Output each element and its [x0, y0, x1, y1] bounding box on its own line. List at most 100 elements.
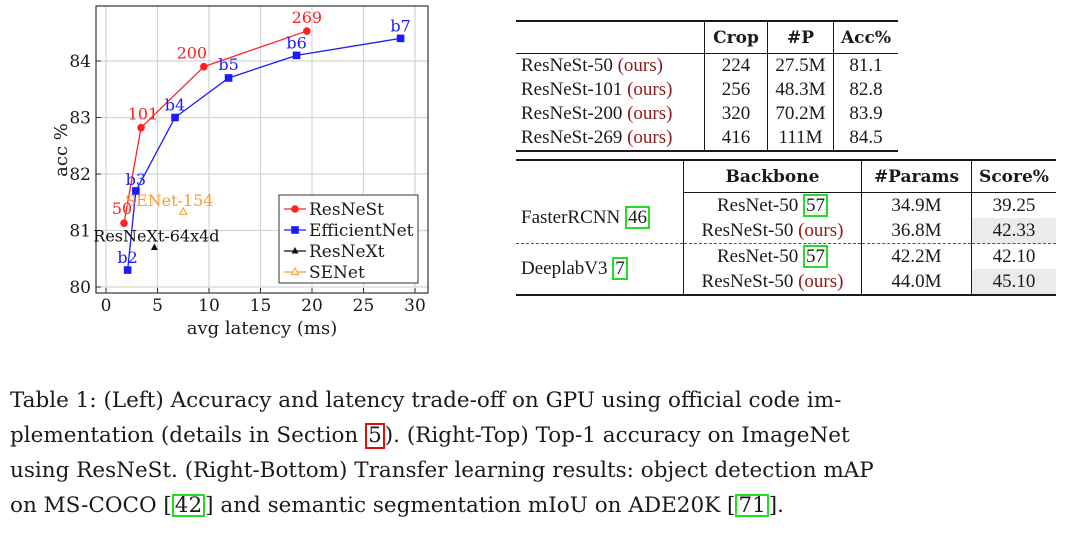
table-row: DeeplabV3 7 ResNet-50 57 42.2M 42.10 [516, 243, 1056, 295]
score-value: 39.25 [992, 194, 1036, 216]
header-backbone: Backbone [683, 160, 862, 193]
params-value: 27.5M [767, 53, 834, 78]
header-params: #Params [861, 160, 972, 193]
acc-value: 84.5 [849, 127, 883, 148]
header-score: Score% [971, 160, 1056, 193]
method-name: DeeplabV3 7 [516, 243, 684, 295]
citation-link[interactable]: 57 [803, 244, 828, 268]
data-point-label: b6 [286, 33, 306, 52]
data-point-label: 50 [112, 199, 132, 218]
legend-label: SENet [309, 263, 365, 283]
backbone-name: ResNeSt-50 (ours) [683, 218, 862, 244]
accuracy-latency-chart: 0 5 10 15 20 25 30 80 81 82 83 84 avg latency (ms)… [0, 0, 440, 350]
citation-link[interactable]: 57 [803, 193, 828, 217]
params-value: 44.0M [861, 269, 972, 295]
data-point-label: ResNeXt-64x4d [93, 226, 219, 245]
y-axis-ticks: 80 81 82 83 84 [69, 52, 101, 298]
x-axis-ticks: 0 5 10 15 20 25 30 [101, 288, 426, 316]
params-value: 36.8M [861, 218, 972, 244]
data-point-label: 269 [292, 8, 323, 27]
score-value: 42.33 [971, 218, 1056, 244]
x-tick-label: 15 [250, 296, 272, 316]
caption-line-2: plementation (details in Section 5). (Ri… [10, 423, 850, 449]
ours-label: (ours) [627, 79, 673, 100]
score-value: 42.10 [971, 243, 1056, 269]
table-row: ResNeSt-50 (ours) 224 27.5M 81.1 [516, 53, 898, 78]
params-value: 48.3M [767, 78, 834, 102]
chart-series: 50 101 200 269 b2 b3 b4 b5 b6 b7 ResNeXt-64x4d SENe… [93, 8, 411, 274]
legend-item: ResNeXt [284, 242, 385, 262]
data-point-label: b5 [218, 55, 238, 74]
y-axis-label: acc % [51, 123, 72, 177]
model-name: ResNeSt-269 (ours) [516, 126, 705, 151]
plot-frame [95, 5, 429, 294]
ours-label: (ours) [798, 270, 844, 292]
x-tick-label: 10 [198, 296, 220, 316]
y-tick-label: 84 [69, 52, 91, 72]
backbone-name: ResNet-50 57 [683, 192, 862, 218]
x-tick-label: 25 [353, 296, 375, 316]
x-axis-label: avg latency (ms) [187, 318, 337, 339]
header-params: #P [767, 21, 834, 54]
params-value: 111M [767, 126, 834, 151]
y-tick-label: 80 [69, 278, 91, 298]
model-name: ResNeSt-101 (ours) [516, 78, 705, 102]
params-value: 42.2M [861, 243, 972, 269]
series-resnest: 50 101 200 269 [112, 8, 322, 227]
crop-value: 416 [704, 126, 768, 151]
header-method [516, 160, 684, 193]
legend-item: SENet [284, 263, 365, 283]
data-point-label: SENet-154 [125, 191, 213, 210]
header-acc: Acc% [833, 21, 898, 54]
data-point-label: b7 [390, 16, 410, 35]
y-tick-label: 83 [69, 109, 91, 129]
legend-label: EfficientNet [309, 221, 414, 241]
table-row: ResNeSt-269 (ours) 416 111M 84.5 [516, 126, 898, 151]
ours-label: (ours) [627, 103, 673, 124]
data-point-label: b4 [165, 96, 185, 115]
caption-line-1: Table 1: (Left) Accuracy and latency tra… [10, 388, 842, 413]
data-point-label: b3 [126, 170, 146, 189]
table-row: ResNeSt-50 (ours) 44.0M 45.10 [516, 269, 1056, 295]
series-senet: SENet-154 [125, 191, 213, 215]
x-tick-label: 20 [301, 296, 323, 316]
model-name: ResNeSt-50 (ours) [516, 53, 705, 78]
table-caption: Table 1: (Left) Accuracy and latency tra… [10, 383, 1070, 523]
header-crop: Crop [704, 21, 768, 54]
method-name: FasterRCNN 46 [516, 192, 684, 244]
transfer-learning-table: Backbone #Params Score% FasterRCNN 46 Res… [516, 159, 1056, 296]
imagenet-accuracy-table: Crop #P Acc% ResNeSt-50 (ours) 224 27.5M 81… [516, 20, 898, 152]
acc-value: 81.1 [849, 55, 883, 76]
ours-label: (ours) [798, 219, 844, 241]
table-row: ResNeSt-200 (ours) 320 70.2M 83.9 [516, 102, 898, 126]
series-resnext: ResNeXt-64x4d [93, 226, 220, 250]
score-value: 45.10 [971, 269, 1056, 295]
y-tick-label: 81 [69, 222, 91, 242]
header-model [516, 21, 705, 54]
legend-label: ResNeXt [309, 242, 385, 262]
series-efficientnet: b2 b3 b4 b5 b6 b7 [117, 16, 411, 274]
x-tick-label: 30 [404, 296, 426, 316]
ours-label: (ours) [627, 127, 673, 148]
model-name: ResNeSt-200 (ours) [516, 102, 705, 126]
x-tick-label: 5 [152, 296, 163, 316]
legend-item: ResNeSt [284, 200, 384, 220]
table-row: FasterRCNN 46 ResNet-50 57 34.9M 39.25 [516, 192, 1056, 244]
data-point-label: b2 [117, 248, 137, 267]
section-link[interactable]: 5 [365, 423, 385, 449]
table-header-row: Crop #P Acc% [516, 21, 898, 54]
backbone-name: ResNeSt-50 (ours) [683, 269, 862, 295]
crop-value: 256 [704, 78, 768, 102]
citation-link[interactable]: 46 [624, 205, 650, 229]
x-tick-label: 0 [101, 296, 112, 316]
params-value: 70.2M [767, 102, 834, 126]
data-point-label: 200 [177, 44, 208, 63]
ours-label: (ours) [617, 55, 663, 76]
table-header-row: Backbone #Params Score% [516, 160, 1056, 193]
citation-link[interactable]: 71 [735, 494, 769, 517]
citation-link[interactable]: 7 [612, 257, 628, 280]
citation-link[interactable]: 42 [171, 494, 206, 517]
caption-line-4: on MS-COCO [42] and semantic segmentatio… [10, 493, 785, 518]
crop-value: 224 [704, 53, 768, 78]
